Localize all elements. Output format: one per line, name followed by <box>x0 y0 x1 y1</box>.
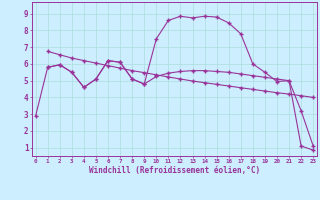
X-axis label: Windchill (Refroidissement éolien,°C): Windchill (Refroidissement éolien,°C) <box>89 166 260 175</box>
